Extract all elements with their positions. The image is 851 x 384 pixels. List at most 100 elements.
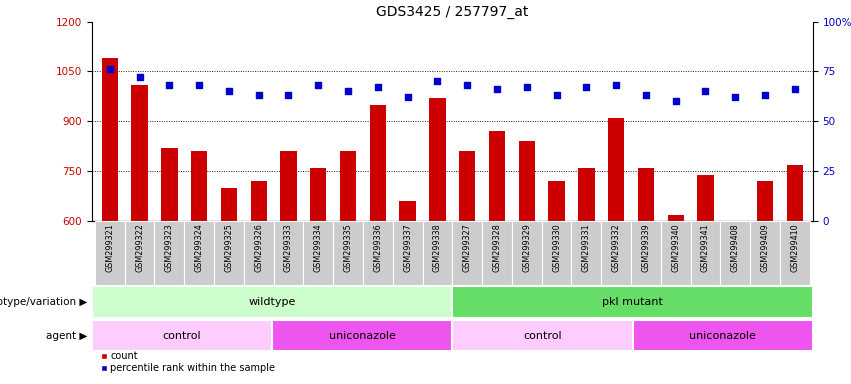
Bar [637,168,654,221]
Text: GSM299337: GSM299337 [403,223,412,272]
Bar [310,168,327,221]
Bar [750,221,780,285]
Text: GSM299328: GSM299328 [493,223,501,272]
Point [728,94,742,101]
Bar [272,320,452,351]
Point [520,84,534,91]
Bar [94,221,124,285]
Bar [429,98,446,221]
Text: GSM299330: GSM299330 [552,223,561,272]
Text: GSM299323: GSM299323 [165,223,174,272]
Text: control: control [163,331,202,341]
Text: GSM299326: GSM299326 [254,223,263,272]
Point [252,92,266,98]
Bar [452,221,482,285]
Point [580,84,593,91]
Title: GDS3425 / 257797_at: GDS3425 / 257797_at [376,5,528,19]
Text: GSM299335: GSM299335 [344,223,352,272]
Text: GSM299409: GSM299409 [761,223,769,272]
Bar [541,221,571,285]
Bar [780,221,809,285]
Bar [452,320,632,351]
Bar [578,168,595,221]
Bar [392,221,422,285]
Legend: count, percentile rank within the sample: count, percentile rank within the sample [97,348,279,377]
Bar [92,320,272,351]
Text: GSM299334: GSM299334 [314,223,323,272]
Bar [124,221,154,285]
Point [341,88,355,94]
Bar [214,221,243,285]
Bar [631,221,660,285]
Text: GSM299338: GSM299338 [433,223,442,272]
Text: GSM299333: GSM299333 [284,223,293,272]
Bar [697,175,714,221]
Text: GSM299321: GSM299321 [106,223,114,272]
Bar [154,221,184,285]
Bar [243,221,273,285]
Point [639,92,653,98]
Bar [608,118,625,221]
Bar [601,221,631,285]
Point [758,92,772,98]
Text: GSM299339: GSM299339 [642,223,650,272]
Text: GSM299336: GSM299336 [374,223,382,272]
Bar [280,151,297,221]
Text: agent ▶: agent ▶ [46,331,88,341]
Bar [303,221,333,285]
Bar [184,221,214,285]
Text: GSM299331: GSM299331 [582,223,591,272]
Bar [757,181,774,221]
Text: GSM299408: GSM299408 [731,223,740,272]
Point [371,84,385,91]
Bar [250,181,267,221]
Bar [571,221,601,285]
Text: GSM299324: GSM299324 [195,223,203,272]
Bar [340,151,357,221]
Text: genotype/variation ▶: genotype/variation ▶ [0,297,88,307]
Point [163,82,176,88]
Point [788,86,802,93]
Bar [690,221,720,285]
Point [311,82,325,88]
Point [401,94,414,101]
Bar [161,148,178,221]
Bar [422,221,452,285]
Bar [399,201,416,221]
Point [669,98,683,104]
Text: uniconazole: uniconazole [689,331,756,341]
Bar [548,181,565,221]
Bar [511,221,541,285]
Bar [333,221,363,285]
Text: GSM299340: GSM299340 [671,223,680,272]
Text: control: control [523,331,562,341]
Text: pkl mutant: pkl mutant [602,297,663,307]
Bar [273,221,303,285]
Text: GSM299341: GSM299341 [701,223,710,272]
Text: GSM299410: GSM299410 [791,223,799,272]
Bar [191,151,208,221]
Bar [518,141,535,221]
Bar [632,320,813,351]
Point [431,78,444,84]
Bar [786,165,803,221]
Bar [482,221,511,285]
Point [282,92,295,98]
Point [609,82,623,88]
Point [460,82,474,88]
Bar [92,286,452,318]
Point [550,92,563,98]
Bar [452,286,813,318]
Bar [459,151,476,221]
Bar [720,221,750,285]
Bar [101,58,118,221]
Text: uniconazole: uniconazole [328,331,396,341]
Point [222,88,236,94]
Text: GSM299332: GSM299332 [612,223,620,272]
Bar [369,105,386,221]
Point [133,74,146,81]
Text: GSM299329: GSM299329 [523,223,531,272]
Text: wildtype: wildtype [248,297,296,307]
Point [103,66,117,73]
Text: GSM299325: GSM299325 [225,223,233,272]
